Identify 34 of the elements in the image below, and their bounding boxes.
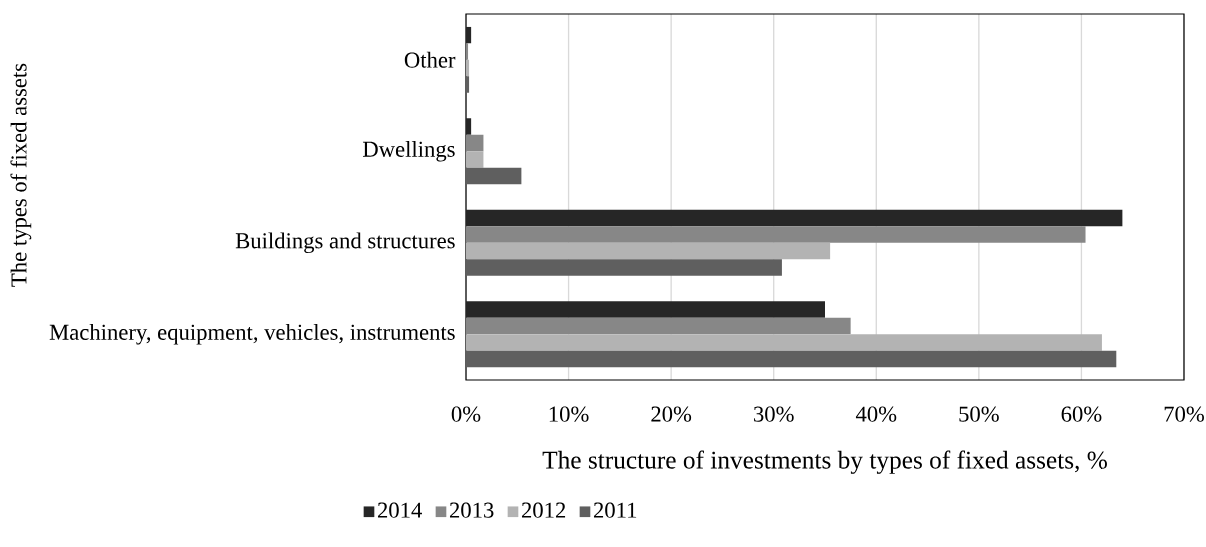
bar [466, 118, 472, 135]
legend-label: 2013 [449, 502, 494, 518]
bar [466, 76, 470, 93]
x-tick-label: 50% [959, 406, 999, 422]
bar [466, 151, 484, 168]
y-tick-label: Dwellings [362, 140, 455, 162]
bar [466, 209, 1123, 227]
y-tick-label: Buildings and structures [235, 232, 455, 254]
bar [466, 59, 470, 77]
x-tick-label: 20% [651, 406, 692, 422]
x-tick-label: 0% [451, 406, 481, 422]
bar [466, 350, 1117, 368]
legend-label: 2014 [377, 502, 422, 518]
bar [466, 317, 851, 335]
bar [466, 334, 1102, 351]
y-tick-label: Other [404, 51, 456, 68]
y-tick-label: Machinery, equipment, vehicles, instruments [49, 323, 455, 345]
bar [466, 226, 1086, 243]
x-axis-title: The structure of investments by types of fixed assets, % [542, 450, 1107, 474]
x-tick-label: 30% [754, 406, 794, 422]
x-tick-label: 70% [1164, 406, 1204, 422]
x-tick-label: 60% [1061, 406, 1102, 422]
x-tick-label: 40% [855, 406, 897, 422]
y-axis-title: The types of fixed assets [10, 63, 32, 287]
bar [466, 259, 782, 276]
bar [466, 242, 831, 260]
x-tick-label: 10% [549, 406, 589, 422]
bar [466, 167, 522, 185]
bar [466, 26, 472, 44]
bar [466, 301, 825, 318]
legend-label: 2011 [593, 502, 637, 518]
legend-label: 2012 [521, 502, 566, 518]
bar [466, 134, 484, 152]
bar [466, 43, 469, 60]
